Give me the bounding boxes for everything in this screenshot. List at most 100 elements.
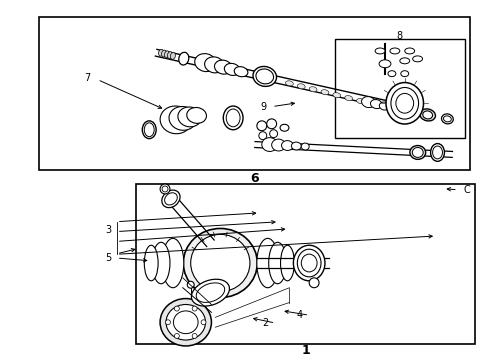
Ellipse shape (187, 108, 206, 123)
Ellipse shape (162, 50, 167, 57)
Ellipse shape (165, 193, 177, 205)
Text: 6: 6 (250, 171, 259, 185)
Bar (335, 39, 465, 138)
Ellipse shape (357, 99, 365, 104)
Ellipse shape (191, 234, 250, 292)
Ellipse shape (379, 102, 389, 110)
Ellipse shape (160, 106, 192, 134)
Ellipse shape (410, 145, 426, 159)
Ellipse shape (297, 249, 321, 277)
Text: 1: 1 (301, 344, 310, 357)
Ellipse shape (321, 90, 329, 95)
Ellipse shape (192, 306, 197, 311)
Ellipse shape (405, 48, 415, 54)
Ellipse shape (144, 245, 158, 281)
Ellipse shape (168, 52, 172, 59)
Ellipse shape (192, 279, 229, 306)
Ellipse shape (160, 298, 211, 346)
Ellipse shape (362, 96, 375, 108)
Ellipse shape (433, 146, 442, 159)
Ellipse shape (187, 281, 194, 288)
Ellipse shape (390, 48, 400, 54)
Ellipse shape (309, 87, 317, 92)
Ellipse shape (420, 109, 436, 121)
Ellipse shape (173, 311, 198, 334)
Ellipse shape (253, 67, 276, 86)
Ellipse shape (391, 87, 418, 119)
Ellipse shape (443, 116, 451, 122)
Ellipse shape (345, 96, 353, 101)
Ellipse shape (441, 114, 453, 124)
Ellipse shape (292, 142, 301, 150)
Ellipse shape (196, 283, 225, 302)
Text: 4: 4 (296, 310, 302, 320)
Ellipse shape (166, 320, 171, 325)
Ellipse shape (301, 143, 309, 150)
Ellipse shape (162, 190, 180, 208)
Ellipse shape (152, 242, 170, 284)
Ellipse shape (413, 148, 423, 157)
Ellipse shape (195, 54, 216, 72)
Ellipse shape (423, 111, 433, 119)
Text: 3: 3 (105, 225, 112, 235)
Text: 8: 8 (397, 31, 403, 41)
Ellipse shape (174, 333, 179, 338)
Ellipse shape (396, 93, 414, 113)
Ellipse shape (309, 278, 319, 288)
Text: 5: 5 (105, 253, 112, 263)
Ellipse shape (294, 245, 325, 281)
Ellipse shape (165, 51, 170, 58)
Ellipse shape (162, 186, 168, 192)
Ellipse shape (269, 242, 287, 284)
Ellipse shape (297, 84, 305, 89)
Ellipse shape (388, 71, 396, 77)
Ellipse shape (271, 139, 286, 151)
Ellipse shape (183, 229, 257, 298)
Ellipse shape (431, 144, 444, 161)
Ellipse shape (333, 93, 341, 98)
Bar (39, 17, 470, 170)
Ellipse shape (400, 58, 410, 64)
Ellipse shape (256, 69, 273, 84)
Ellipse shape (375, 48, 385, 54)
Text: 7: 7 (85, 73, 91, 83)
Ellipse shape (178, 107, 201, 127)
Ellipse shape (166, 305, 205, 340)
Text: 9: 9 (260, 102, 267, 112)
Ellipse shape (413, 56, 422, 62)
Ellipse shape (162, 238, 184, 288)
Ellipse shape (262, 138, 277, 152)
Ellipse shape (201, 320, 206, 325)
Ellipse shape (144, 123, 154, 137)
Ellipse shape (270, 130, 277, 138)
Ellipse shape (368, 102, 376, 107)
Ellipse shape (160, 184, 170, 194)
Ellipse shape (280, 124, 289, 131)
Ellipse shape (267, 119, 276, 129)
Ellipse shape (179, 52, 189, 65)
Ellipse shape (192, 333, 197, 338)
Ellipse shape (224, 63, 240, 76)
Ellipse shape (159, 49, 164, 56)
Ellipse shape (386, 82, 423, 124)
Text: C: C (463, 185, 470, 195)
Ellipse shape (142, 121, 156, 139)
Ellipse shape (171, 53, 175, 59)
Ellipse shape (282, 141, 294, 150)
Ellipse shape (215, 60, 232, 74)
Ellipse shape (169, 107, 196, 130)
Ellipse shape (281, 245, 294, 281)
Ellipse shape (286, 81, 294, 86)
Ellipse shape (205, 57, 224, 73)
Ellipse shape (370, 100, 382, 109)
Ellipse shape (234, 67, 248, 77)
Bar (136, 184, 475, 345)
Ellipse shape (401, 71, 409, 77)
Ellipse shape (257, 121, 267, 131)
Ellipse shape (257, 238, 279, 288)
Ellipse shape (301, 254, 317, 272)
Ellipse shape (259, 132, 267, 140)
Ellipse shape (379, 60, 391, 68)
Ellipse shape (174, 306, 179, 311)
Ellipse shape (226, 109, 240, 127)
